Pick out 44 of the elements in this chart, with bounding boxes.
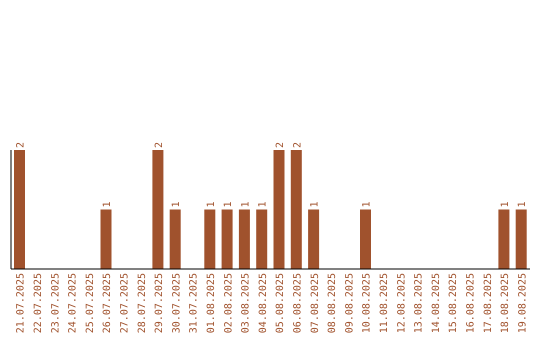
- x-tick-label: 14.08.2025: [430, 273, 442, 334]
- x-tick-label: 12.08.2025: [396, 273, 408, 334]
- x-tick-label: 19.08.2025: [517, 273, 528, 334]
- x-tick-label: 25.07.2025: [84, 273, 96, 334]
- data-label: 1: [102, 201, 113, 208]
- x-tick-label: 16.08.2025: [465, 273, 476, 334]
- data-label: 2: [292, 142, 304, 148]
- x-tick-label: 04.08.2025: [258, 273, 269, 334]
- x-tick-label: 07.08.2025: [310, 273, 321, 334]
- x-tick-label: 02.08.2025: [223, 273, 234, 334]
- x-tick-label: 31.07.2025: [188, 273, 200, 334]
- x-tick-label: 01.08.2025: [206, 273, 217, 334]
- x-tick-label: 11.08.2025: [378, 273, 390, 334]
- x-tick-label: 24.07.2025: [68, 273, 79, 334]
- x-tick-label: 27.07.2025: [119, 273, 130, 334]
- x-tick-label: 05.08.2025: [275, 273, 286, 334]
- x-tick-label: 29.07.2025: [154, 273, 166, 334]
- x-tick-label: 23.07.2025: [50, 273, 62, 334]
- data-label: 1: [206, 201, 217, 208]
- x-tick-label: 03.08.2025: [240, 273, 252, 334]
- x-tick-label: 08.08.2025: [327, 273, 338, 334]
- data-label: 2: [275, 142, 286, 148]
- x-tick-label: 15.08.2025: [448, 273, 460, 334]
- data-label: 1: [362, 201, 372, 208]
- data-label: 1: [310, 201, 321, 208]
- data-label: 1: [223, 201, 234, 208]
- data-label: 2: [16, 142, 26, 148]
- data-label: 1: [500, 201, 511, 208]
- x-tick-label: 21.07.2025: [16, 273, 27, 334]
- x-tick-label: 17.08.2025: [482, 273, 494, 334]
- data-label: 1: [258, 201, 269, 208]
- x-tick-label: 13.08.2025: [414, 273, 425, 334]
- data-label: 1: [517, 201, 528, 208]
- x-tick-label: 30.07.2025: [171, 273, 182, 334]
- x-tick-label: 09.08.2025: [344, 273, 356, 334]
- data-label: 2: [154, 142, 165, 148]
- x-tick-label: 26.07.2025: [102, 273, 114, 334]
- x-tick-label: 22.07.2025: [32, 273, 44, 334]
- x-tick-label: 28.07.2025: [136, 273, 148, 334]
- x-tick-label: 18.08.2025: [500, 273, 512, 334]
- x-tick-label: 06.08.2025: [292, 273, 304, 334]
- data-label: 1: [171, 201, 182, 208]
- x-tick-label: 10.08.2025: [362, 273, 373, 334]
- data-label: 1: [240, 201, 252, 208]
